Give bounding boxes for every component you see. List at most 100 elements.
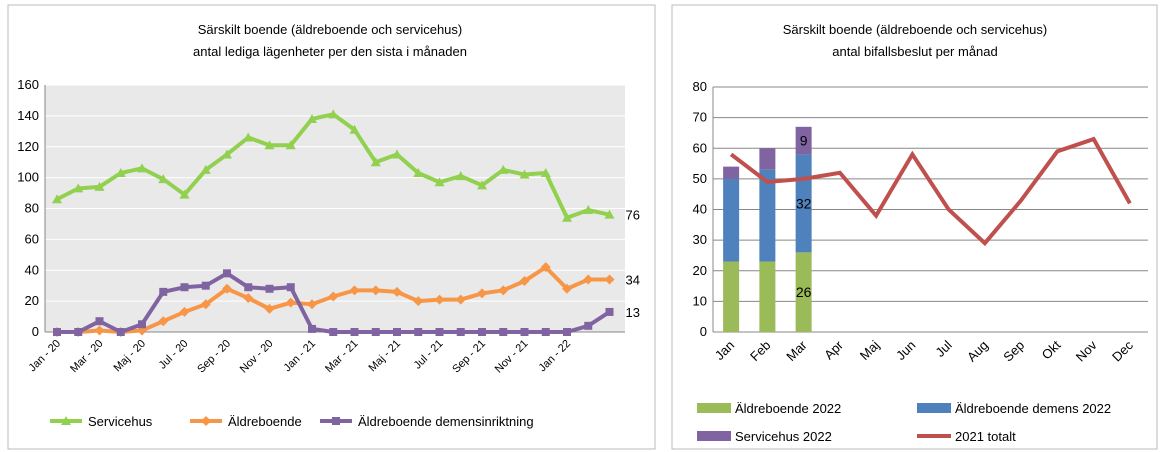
marker	[73, 183, 84, 193]
legend-label: Servicehus 2022	[735, 429, 832, 444]
marker	[200, 164, 211, 174]
marker	[116, 328, 125, 336]
chart-subtitle: antal bifallsbeslut per månad	[832, 44, 998, 59]
marker	[583, 205, 594, 215]
chart-subtitle: antal lediga lägenheter per den sista i …	[193, 44, 467, 59]
marker	[179, 306, 190, 317]
bar	[795, 252, 812, 332]
data-label: 32	[796, 195, 812, 211]
marker	[179, 189, 190, 199]
marker	[94, 325, 105, 336]
y-tick-label: 0	[32, 324, 39, 339]
marker	[61, 416, 71, 425]
marker	[243, 293, 254, 304]
marker	[499, 328, 508, 336]
y-tick-label: 60	[25, 231, 39, 246]
marker	[158, 174, 169, 184]
bar	[723, 261, 740, 332]
marker	[498, 285, 509, 296]
marker	[413, 167, 424, 177]
data-label: 34	[626, 273, 640, 288]
marker	[562, 212, 572, 222]
y-tick-label: 80	[25, 201, 39, 216]
marker	[413, 296, 424, 307]
data-label: 13	[626, 305, 640, 320]
legend-swatch	[917, 403, 951, 413]
marker	[434, 294, 445, 305]
panel	[671, 4, 1158, 450]
bar	[795, 126, 812, 155]
marker	[137, 163, 147, 173]
data-label: 76	[626, 208, 640, 223]
marker	[393, 328, 401, 336]
y-tick-label: 10	[693, 293, 707, 308]
y-tick-label: 120	[17, 139, 39, 154]
marker	[478, 328, 486, 336]
marker	[519, 276, 530, 287]
y-tick-label: 140	[17, 108, 39, 123]
marker	[370, 285, 381, 296]
marker	[52, 194, 62, 204]
y-tick-label: 20	[25, 293, 39, 308]
marker	[243, 132, 254, 142]
marker	[371, 328, 380, 336]
marker	[434, 177, 445, 187]
bar	[723, 166, 740, 179]
marker	[200, 299, 211, 310]
marker	[392, 286, 402, 297]
marker	[477, 180, 487, 190]
y-tick-label: 50	[693, 171, 707, 186]
marker	[519, 169, 530, 179]
marker	[285, 140, 296, 150]
y-tick-label: 60	[693, 140, 707, 155]
y-tick-label: 40	[693, 202, 707, 217]
marker	[350, 328, 359, 336]
marker	[456, 328, 465, 336]
marker	[332, 417, 340, 425]
marker	[583, 274, 594, 285]
y-tick-label: 20	[693, 263, 707, 278]
marker	[286, 283, 295, 292]
marker	[540, 262, 551, 273]
marker	[222, 283, 232, 294]
marker	[94, 181, 105, 191]
legend-label: Äldreboende demensinriktning	[358, 414, 534, 429]
marker	[584, 321, 593, 330]
marker	[435, 328, 444, 336]
marker	[95, 317, 104, 326]
marker	[541, 328, 550, 336]
legend-label: Äldreboende	[228, 414, 302, 429]
legend-label: Äldreboende 2022	[735, 401, 841, 416]
marker	[222, 149, 232, 159]
marker	[370, 157, 381, 167]
marker	[307, 299, 317, 310]
marker	[201, 416, 211, 426]
marker	[455, 171, 466, 181]
chart-title: Särskilt boende (äldreboende och service…	[198, 22, 463, 37]
legend-label: Äldreboende demens 2022	[955, 401, 1111, 416]
marker	[264, 303, 275, 314]
marker	[158, 316, 169, 327]
y-tick-label: 70	[693, 110, 707, 125]
marker	[563, 328, 571, 336]
marker	[74, 328, 83, 336]
marker	[138, 320, 146, 329]
marker	[349, 124, 360, 134]
legend-label: 2021 totalt	[955, 429, 1016, 444]
marker	[328, 291, 339, 302]
marker	[285, 297, 296, 308]
marker	[329, 328, 338, 336]
y-tick-label: 100	[17, 170, 39, 185]
marker	[264, 140, 275, 150]
marker	[498, 164, 509, 174]
marker	[307, 113, 317, 123]
bar	[759, 169, 776, 262]
marker	[604, 274, 615, 285]
data-label: 26	[796, 284, 812, 300]
marker	[477, 288, 487, 299]
marker	[308, 324, 316, 333]
y-tick-label: 40	[25, 262, 39, 277]
y-tick-label: 160	[17, 77, 39, 92]
marker	[53, 328, 61, 336]
